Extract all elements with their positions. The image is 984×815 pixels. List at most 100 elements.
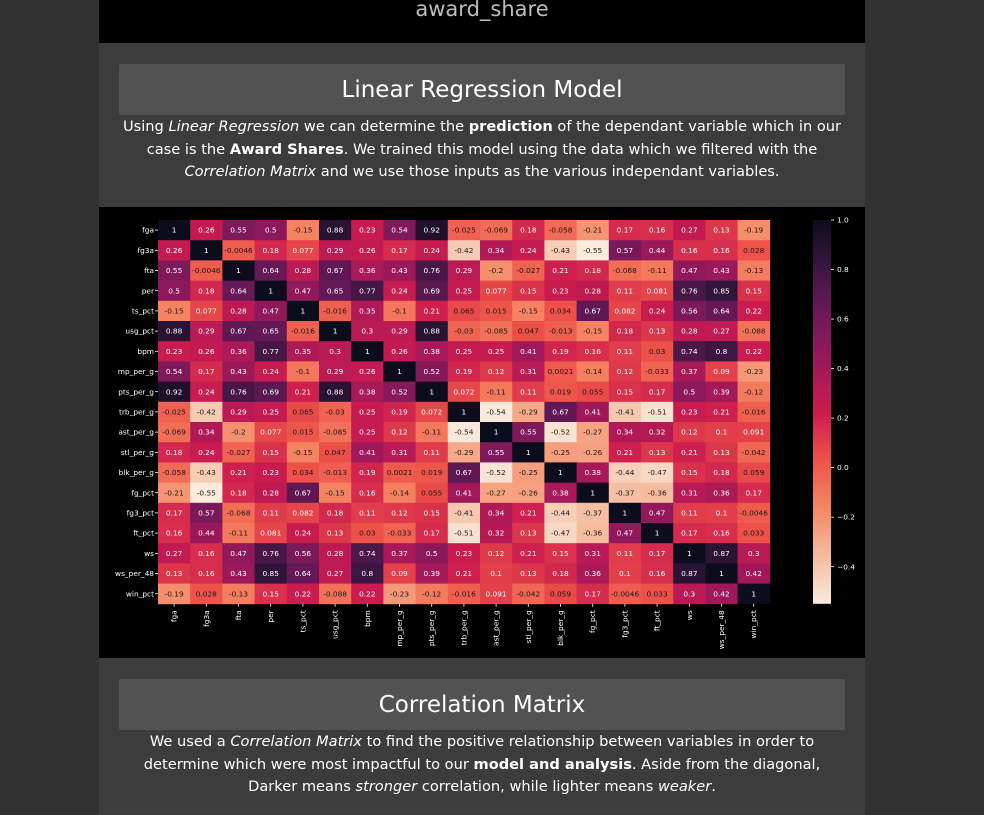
heatmap-cell <box>286 442 320 463</box>
column-tick-label: ast_per_g <box>492 610 501 646</box>
heatmap-cell-label: 0.09 <box>713 367 730 376</box>
heatmap-cell-label: -0.027 <box>516 266 540 275</box>
heatmap-cell-label: 0.12 <box>488 549 504 558</box>
correlation-matrix-description: We used a Correlation Matrix to find the… <box>119 731 845 799</box>
heatmap-cell-label: 0.18 <box>327 509 344 518</box>
heatmap-cell-label: 0.065 <box>292 408 313 417</box>
heatmap-cell-label: -0.058 <box>162 468 186 477</box>
heatmap-cell <box>705 442 738 463</box>
column-tick-label: ws <box>685 610 694 620</box>
heatmap-cell <box>480 361 513 382</box>
heatmap-cell <box>673 482 706 504</box>
heatmap-cell-label: 0.25 <box>456 286 473 295</box>
heatmap-cell <box>222 543 255 564</box>
heatmap-cell <box>576 361 610 382</box>
heatmap-cell-label: 0.028 <box>743 246 764 255</box>
heatmap-cell <box>447 563 481 584</box>
heatmap-cell-label: 0.18 <box>713 468 730 477</box>
heatmap-cell-label: -0.069 <box>484 226 508 235</box>
row-tick-label: fga <box>142 226 154 235</box>
heatmap-cell <box>415 502 449 524</box>
heatmap-cell-label: 0.11 <box>617 286 634 295</box>
heatmap-cell-label: -0.016 <box>323 307 347 316</box>
heatmap-cell-label: 0.32 <box>649 428 665 437</box>
row-tick-label: ws <box>144 549 154 558</box>
heatmap-cell <box>608 240 642 261</box>
heatmap-cell <box>254 240 288 261</box>
heatmap-cell <box>351 583 384 605</box>
heatmap-cell <box>544 502 577 524</box>
heatmap-cell <box>544 260 577 281</box>
row-tick-label: ts_pct <box>132 307 154 316</box>
heatmap-cell-label: 0.43 <box>713 266 730 275</box>
heatmap-cell-label: 0.38 <box>552 488 569 497</box>
row-tick-label: mp_per_g <box>118 367 155 376</box>
heatmap-cell-label: -0.033 <box>645 367 669 376</box>
heatmap-cell <box>254 502 288 524</box>
heatmap-cell <box>254 381 288 403</box>
text-segment: correlation, while lighter means <box>417 778 658 795</box>
heatmap-cell <box>415 563 449 584</box>
heatmap-cell-label: 0.16 <box>359 488 376 497</box>
heatmap-cell-label: 0.16 <box>584 347 601 356</box>
heatmap-cell <box>158 422 191 443</box>
heatmap-cell <box>641 523 674 544</box>
heatmap-cell <box>576 300 610 322</box>
heatmap-cell <box>447 442 481 463</box>
heatmap-cell <box>190 502 223 524</box>
heatmap-cell-label: -0.47 <box>551 529 570 538</box>
heatmap-cell <box>222 341 255 362</box>
heatmap-cell <box>158 462 191 483</box>
heatmap-cell-label: 0.26 <box>391 347 408 356</box>
heatmap-cell-label: 0.85 <box>262 569 279 578</box>
heatmap-cell <box>544 280 577 302</box>
heatmap-cell-label: 0.35 <box>359 307 376 316</box>
text-segment: Linear Regression <box>168 118 300 135</box>
heatmap-cell-label: 0.31 <box>391 448 408 457</box>
heatmap-cell <box>641 442 674 463</box>
heatmap-cell <box>737 523 771 544</box>
heatmap-cell <box>415 422 449 443</box>
heatmap-cell <box>673 523 706 544</box>
heatmap-cell <box>319 583 352 605</box>
heatmap-cell <box>351 442 384 463</box>
heatmap-cell-label: 0.072 <box>453 387 474 396</box>
heatmap-cell-label: 1 <box>687 549 692 558</box>
heatmap-cell <box>254 220 288 241</box>
heatmap-cell <box>641 502 674 524</box>
heatmap-cell <box>383 300 416 322</box>
heatmap-cell <box>737 563 771 584</box>
heatmap-cell <box>383 240 416 261</box>
heatmap-cell <box>544 462 577 483</box>
heatmap-cell <box>737 321 771 342</box>
heatmap-cell <box>222 300 255 322</box>
heatmap-cell <box>351 401 384 423</box>
heatmap-cell <box>190 543 223 564</box>
heatmap-cell-label: 0.69 <box>262 387 279 396</box>
heatmap-cell-label: 0.19 <box>359 468 376 477</box>
heatmap-cell <box>254 260 288 281</box>
heatmap-cell-label: 0.11 <box>262 509 279 518</box>
heatmap-cell <box>576 422 610 443</box>
heatmap-cell-label: -0.14 <box>583 367 602 376</box>
heatmap-cell-label: 0.8 <box>716 347 728 356</box>
text-segment: We used a <box>149 733 231 750</box>
heatmap-cell <box>447 502 481 524</box>
heatmap-cell <box>608 482 642 504</box>
heatmap-cell <box>512 563 545 584</box>
heatmap-cell <box>673 401 706 423</box>
heatmap-cell-label: 0.54 <box>391 226 408 235</box>
heatmap-cell <box>480 583 513 605</box>
heatmap-cell <box>254 401 288 423</box>
heatmap-cell-label: 0.033 <box>647 589 668 598</box>
row-tick-label: fta <box>144 266 154 275</box>
heatmap-cell <box>415 442 449 463</box>
heatmap-cell-label: 0.028 <box>196 589 217 598</box>
heatmap-cell-label: -0.44 <box>551 509 570 518</box>
heatmap-cell-label: -0.13 <box>744 266 763 275</box>
heatmap-cell-label: 0.11 <box>681 509 698 518</box>
heatmap-cell <box>705 401 738 423</box>
heatmap-cell <box>641 462 674 483</box>
heatmap-cell-label: -0.21 <box>583 226 602 235</box>
colorbar <box>813 220 831 604</box>
